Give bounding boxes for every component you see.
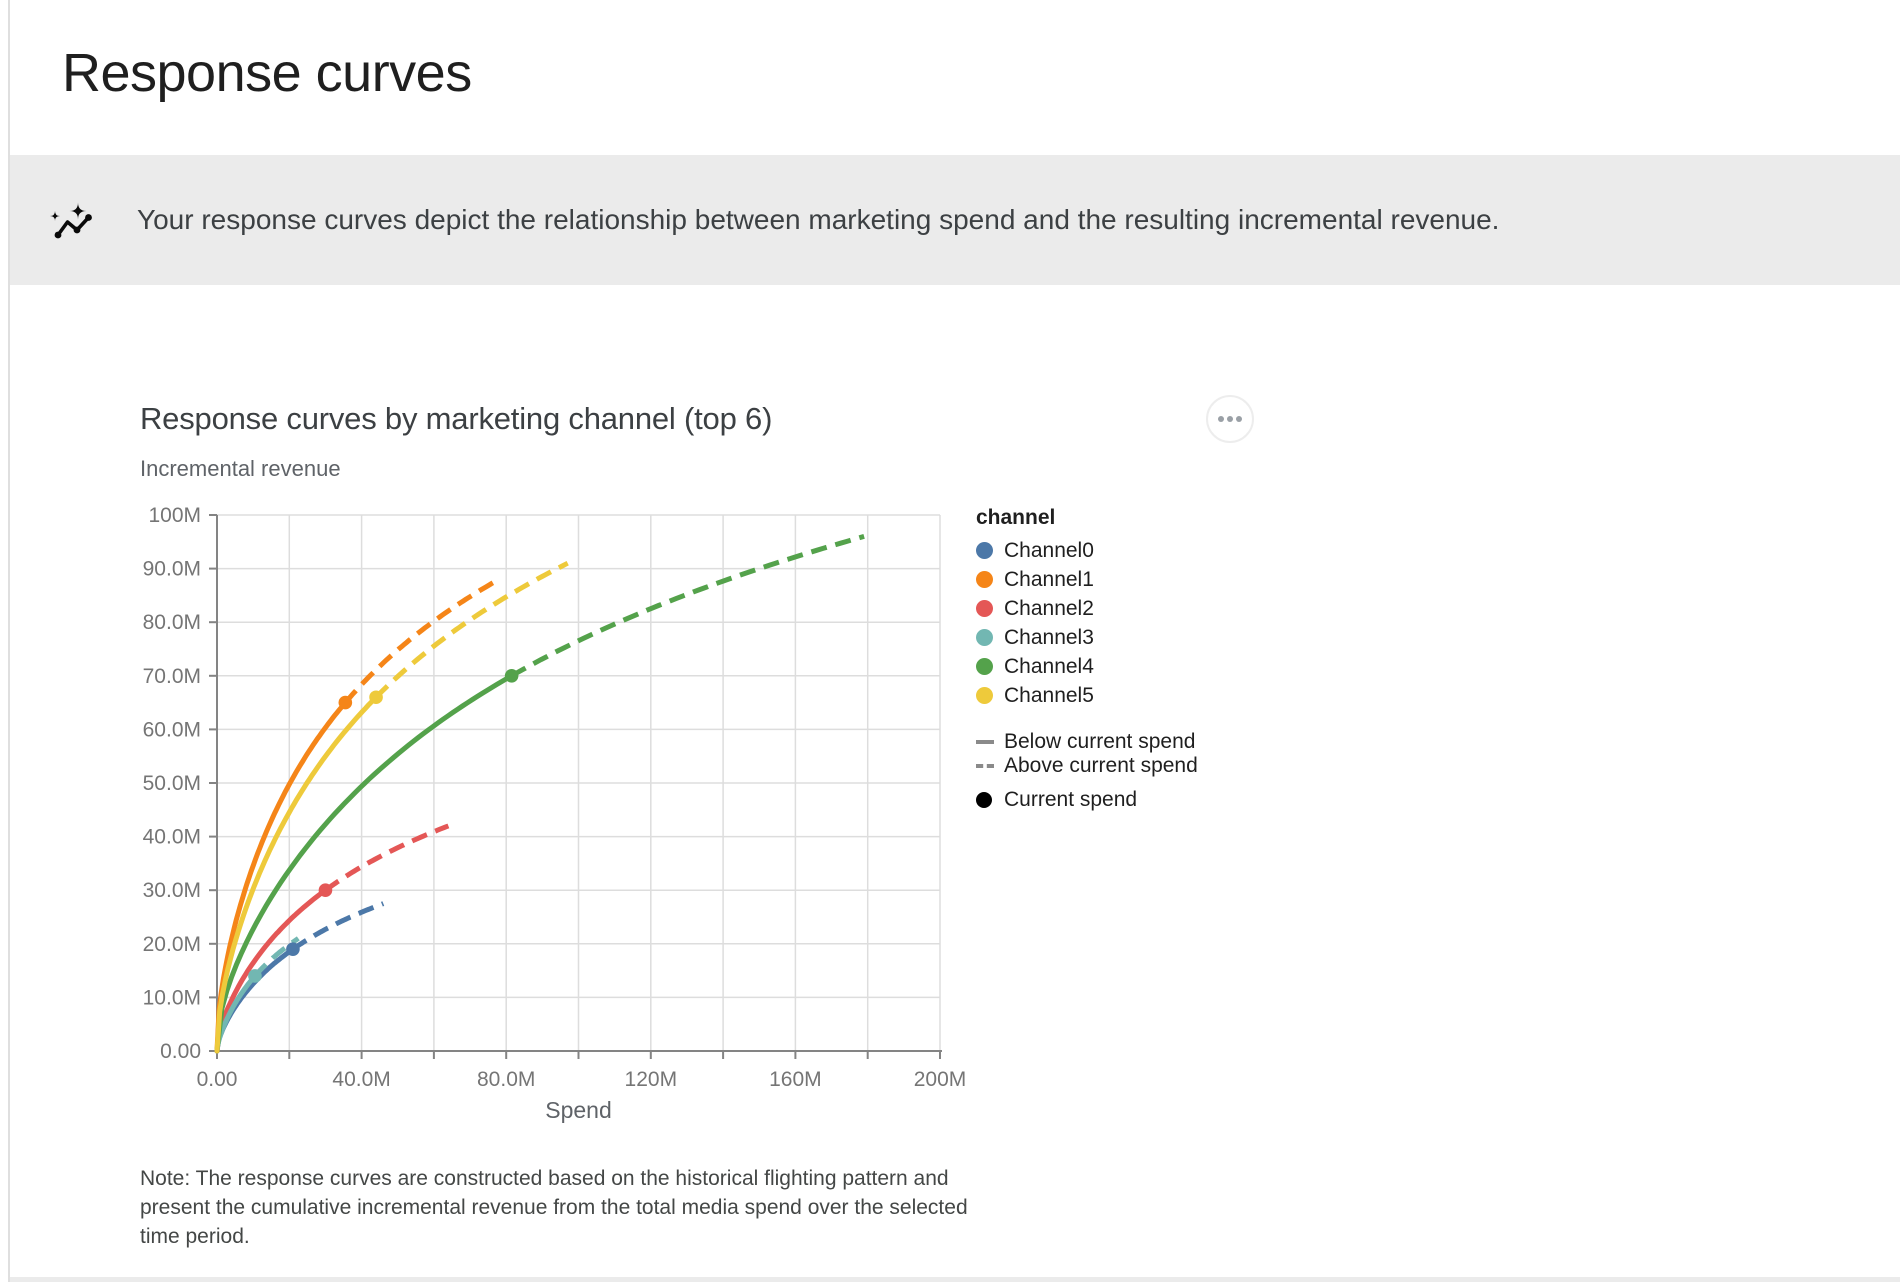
- legend-title: channel: [976, 506, 1056, 529]
- y-axis-title: Incremental revenue: [140, 456, 341, 481]
- x-tick-label: 80.0M: [477, 1068, 535, 1091]
- legend-item-channel2: Channel2: [976, 594, 1276, 623]
- chart-options-button[interactable]: [1206, 395, 1254, 443]
- curve-Channel0-above-current-dashed: [291, 901, 385, 952]
- more-options-icon: [1218, 416, 1224, 422]
- legend-channel-label: Channel0: [1004, 538, 1094, 562]
- banner-text: Your response curves depict the relation…: [137, 204, 1500, 235]
- insight-banner: Your response curves depict the relation…: [10, 155, 1900, 285]
- page-left-border: [8, 0, 10, 1282]
- legend-item-above-current-spend: Above current spend: [976, 754, 1276, 778]
- curve-Channel3-below-current-solid: [214, 973, 258, 1054]
- y-tick-label: 10.0M: [143, 986, 201, 1009]
- curve-Channel1-below-current-solid: [214, 700, 348, 1054]
- x-tick-label: 40.0M: [332, 1068, 390, 1091]
- legend-item-channel5: Channel5: [976, 681, 1276, 710]
- legend-item-channel1: Channel1: [976, 565, 1276, 594]
- y-tick-label: 30.0M: [143, 879, 201, 902]
- chart-note: Note: The response curves are constructe…: [140, 1167, 968, 1248]
- y-tick-label: 40.0M: [143, 826, 201, 849]
- legend-channel-label: Channel1: [1004, 567, 1094, 591]
- x-tick-label: 200M: [914, 1068, 967, 1091]
- curve-Channel5-below-current-solid: [214, 694, 379, 1054]
- y-tick-label: 20.0M: [143, 933, 201, 956]
- legend-channel-list: Channel0 Channel1 Channel2 Channel3 Channel4…: [976, 536, 1276, 710]
- next-section-edge: [10, 1277, 1900, 1282]
- legend-item-channel3: Channel3: [976, 623, 1276, 652]
- curve-Channel4-below-current-solid: [214, 673, 515, 1054]
- curve-Channel2-above-current-dashed: [323, 823, 450, 893]
- curve-Channel1-above-current-dashed: [343, 577, 501, 705]
- legend-color-dot: [976, 571, 993, 588]
- curve-Channel3-above-current-dashed: [253, 936, 300, 978]
- legend-color-dot: [976, 658, 993, 675]
- sparkline-insights-icon: [50, 202, 92, 239]
- legend-item-below-current-spend: Below current spend: [976, 730, 1276, 754]
- x-tick-label: 120M: [625, 1068, 678, 1091]
- current-spend-point-Channel5: [369, 690, 383, 705]
- current-spend-point-Channel3: [248, 969, 262, 983]
- curve-Channel5-above-current-dashed: [374, 560, 569, 699]
- curve-Channel4-above-current-dashed: [510, 533, 865, 678]
- y-tick-label: 80.0M: [143, 611, 201, 634]
- current-spend-point-Channel2: [318, 883, 333, 897]
- y-tick-label: 100M: [148, 504, 201, 527]
- current-spend-dot-swatch: [976, 792, 992, 808]
- legend-item-channel0: Channel0: [976, 536, 1276, 565]
- legend-item-channel4: Channel4: [976, 652, 1276, 681]
- legend-color-dot: [976, 542, 993, 559]
- solid-line-swatch: [976, 740, 994, 744]
- dashed-line-swatch: [976, 764, 994, 768]
- x-tick-label: 160M: [769, 1068, 822, 1091]
- curve-Channel2-below-current-solid: [214, 887, 328, 1054]
- current-spend-point-Channel0: [286, 942, 300, 956]
- y-tick-label: 60.0M: [143, 718, 201, 741]
- y-tick-label: 90.0M: [143, 558, 201, 581]
- legend-channel-label: Channel3: [1004, 625, 1094, 649]
- y-tick-label: 0.00: [160, 1040, 201, 1063]
- legend-color-dot: [976, 687, 993, 704]
- x-axis-title: Spend: [545, 1097, 612, 1123]
- response-curves-chart: 0.00 40.0M 80.0M 120M 160M 200M 0.00 10.0M 20.0M…: [143, 504, 967, 1123]
- current-spend-point-Channel1: [338, 695, 353, 710]
- chart-title: Response curves by marketing channel (to…: [140, 401, 773, 436]
- x-tick-label: 0.00: [197, 1068, 238, 1091]
- legend-channel-label: Channel4: [1004, 654, 1094, 678]
- legend-item-current-spend: Current spend: [976, 788, 1276, 812]
- y-tick-label: 70.0M: [143, 665, 201, 688]
- legend-channel-label: Channel5: [1004, 683, 1094, 707]
- current-spend-point-Channel4: [504, 669, 519, 683]
- legend-color-dot: [976, 600, 993, 617]
- y-tick-label: 50.0M: [143, 772, 201, 795]
- page-title: Response curves: [62, 43, 472, 103]
- chart-legend: channel Channel0 Channel1 Channel2 Channel3…: [976, 506, 1276, 812]
- legend-color-dot: [976, 629, 993, 646]
- legend-channel-label: Channel2: [1004, 596, 1094, 620]
